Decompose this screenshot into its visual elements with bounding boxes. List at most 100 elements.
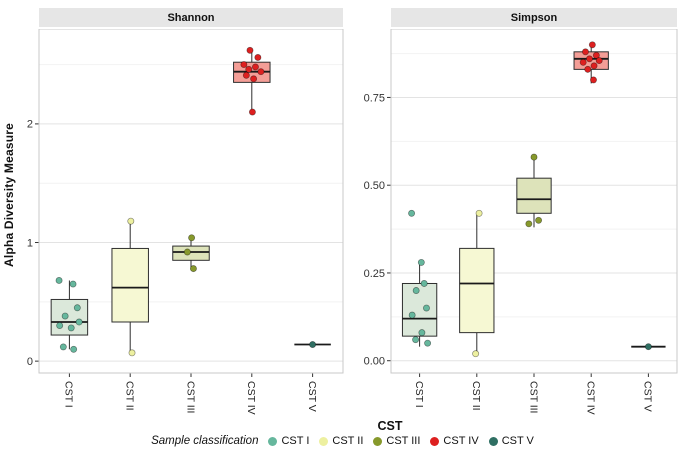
- data-point: [59, 343, 67, 351]
- data-point: [423, 304, 430, 312]
- legend-swatch-icon: [268, 436, 278, 446]
- data-point: [590, 76, 597, 84]
- x-tick-label: CST II: [470, 381, 482, 411]
- legend-items: CST I CST II CST III CST IV CST V: [268, 435, 534, 447]
- legend-item-label: CST I: [281, 435, 310, 447]
- data-point: [408, 311, 416, 319]
- data-point: [309, 341, 317, 348]
- y-axis-title: Alpha Diversity Measure: [2, 123, 16, 267]
- legend-item-label: CST III: [386, 435, 421, 447]
- legend-item-label: CST IV: [443, 435, 479, 447]
- data-point: [584, 65, 592, 73]
- data-point: [586, 55, 593, 63]
- x-tick-label: CST V: [642, 381, 654, 412]
- data-point: [189, 265, 197, 273]
- facet-panel-simpson: Simpson CST I CST II CST III CST IV CST V 0.00…: [353, 0, 681, 427]
- data-point: [55, 277, 63, 284]
- legend-swatch-icon: [430, 436, 440, 446]
- data-point: [73, 304, 81, 312]
- legend-swatch-icon: [373, 436, 383, 446]
- box-group-cst-ii: [459, 209, 495, 358]
- x-tick-label: CST III: [527, 381, 539, 413]
- data-point: [128, 349, 136, 357]
- data-point: [248, 108, 256, 116]
- data-point: [530, 153, 538, 161]
- data-point: [424, 339, 432, 347]
- data-point: [590, 62, 598, 70]
- data-point: [644, 343, 652, 351]
- box-group-cst-iv: [233, 46, 271, 116]
- data-point: [525, 220, 533, 228]
- facet-panels: Shannon CST I CST II CST III CST IV CST V 0 1 2 S…: [17, 0, 681, 427]
- data-point: [69, 280, 77, 288]
- legend-item-cst-iv: CST IV: [430, 435, 479, 447]
- data-point: [472, 350, 480, 358]
- data-point: [588, 41, 596, 49]
- x-tick-label: CST IV: [245, 381, 257, 415]
- x-tick-label: CST I: [63, 381, 75, 408]
- data-point: [240, 61, 248, 69]
- x-axis-title: CST: [377, 419, 403, 433]
- box-group-cst-ii: [111, 217, 149, 357]
- x-tick-label: CST III: [184, 381, 196, 413]
- data-point: [67, 324, 75, 332]
- y-tick-label: 0.00: [364, 356, 385, 368]
- box-group-cst-iv: [573, 41, 609, 84]
- box-group-cst-i: [401, 209, 438, 347]
- box-group-cst-iii: [172, 234, 210, 273]
- x-tick-label: CST I: [413, 381, 425, 408]
- data-point: [257, 68, 265, 76]
- legend: Sample classification CST I CST II CST III…: [0, 435, 685, 447]
- data-point: [408, 209, 416, 217]
- data-point: [418, 329, 426, 337]
- facet-strip-label: Simpson: [391, 8, 677, 27]
- box-group-cst-i: [50, 277, 89, 353]
- legend-item-cst-i: CST I: [268, 435, 309, 447]
- x-tick-label: CST IV: [585, 381, 597, 415]
- facet-strip-label: Shannon: [39, 8, 343, 27]
- legend-item-label: CST II: [332, 435, 364, 447]
- data-point: [592, 51, 600, 59]
- y-tick-label: 2: [27, 119, 33, 131]
- y-tick-label: 0.25: [364, 268, 385, 280]
- data-point: [242, 71, 250, 79]
- box-group-cst-v: [294, 341, 331, 348]
- legend-item-cst-ii: CST II: [319, 435, 363, 447]
- boxplot-canvas-simpson: CST I CST II CST III CST IV CST V 0.00 0.25 0.5…: [364, 29, 678, 415]
- data-point: [412, 287, 420, 294]
- data-point: [61, 312, 69, 320]
- legend-swatch-icon: [488, 436, 498, 446]
- box-group-cst-v: [631, 343, 666, 351]
- x-tick-label: CST V: [306, 381, 318, 412]
- data-point: [75, 318, 83, 326]
- data-point: [475, 209, 483, 217]
- data-point: [246, 46, 254, 54]
- data-point: [420, 280, 428, 287]
- data-point: [579, 58, 587, 66]
- data-point: [535, 216, 543, 224]
- data-point: [56, 322, 64, 330]
- data-point: [183, 248, 191, 256]
- data-point: [582, 48, 589, 56]
- data-point: [127, 217, 135, 225]
- boxplot-canvas-shannon: CST I CST II CST III CST IV CST V 0 1 2: [27, 29, 344, 415]
- data-point: [412, 336, 420, 344]
- legend-title: Sample classification: [151, 435, 259, 447]
- box-group-cst-iii: [516, 153, 552, 228]
- y-tick-label: 1: [27, 237, 33, 249]
- legend-item-cst-v: CST V: [488, 435, 534, 447]
- legend-swatch-icon: [319, 436, 329, 446]
- data-point: [595, 57, 603, 65]
- data-point: [245, 65, 253, 73]
- x-tick-label: CST II: [124, 381, 136, 411]
- data-point: [188, 234, 196, 242]
- y-tick-label: 0: [27, 356, 33, 368]
- data-point: [254, 54, 262, 61]
- legend-item-label: CST V: [501, 435, 534, 447]
- y-tick-label: 0.75: [364, 92, 385, 104]
- data-point: [251, 63, 259, 71]
- data-point: [417, 258, 425, 266]
- data-point: [70, 345, 78, 353]
- data-point: [250, 75, 258, 83]
